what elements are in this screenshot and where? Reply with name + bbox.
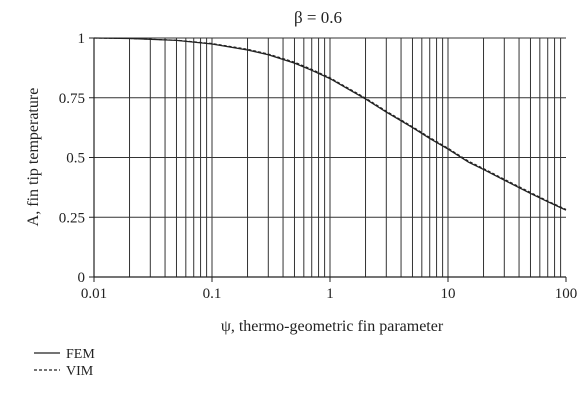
y-tick-label: 0.25 bbox=[59, 210, 85, 226]
legend-label-vim: VIM bbox=[66, 364, 94, 379]
series-layer bbox=[93, 37, 567, 211]
chart-title: β = 0.6 bbox=[294, 8, 342, 27]
x-tick-label: 0.1 bbox=[203, 286, 222, 302]
y-tick-labels: 0 0.25 0.5 0.75 1 bbox=[59, 31, 85, 286]
axes bbox=[89, 37, 567, 282]
y-axis-title: A, fin tip temperature bbox=[25, 88, 42, 227]
grid bbox=[94, 37, 566, 277]
y-tick-label: 0 bbox=[78, 270, 86, 286]
legend-label-fem: FEM bbox=[66, 347, 95, 362]
y-tick-label: 0.75 bbox=[59, 91, 85, 107]
x-axis-title: ψ, thermo-geometric fin parameter bbox=[221, 318, 444, 335]
legend: FEM VIM bbox=[34, 347, 95, 379]
x-tick-label: 10 bbox=[441, 286, 456, 302]
x-tick-label: 0.01 bbox=[81, 286, 107, 302]
series-line-vim bbox=[93, 37, 567, 210]
x-tick-label: 100 bbox=[555, 286, 578, 302]
y-tick-label: 0.5 bbox=[66, 151, 85, 167]
x-tick-labels: 0.01 0.1 1 10 100 bbox=[81, 286, 577, 302]
series-line-fem bbox=[93, 37, 567, 211]
x-tick-label: 1 bbox=[326, 286, 334, 302]
y-tick-label: 1 bbox=[78, 31, 86, 47]
